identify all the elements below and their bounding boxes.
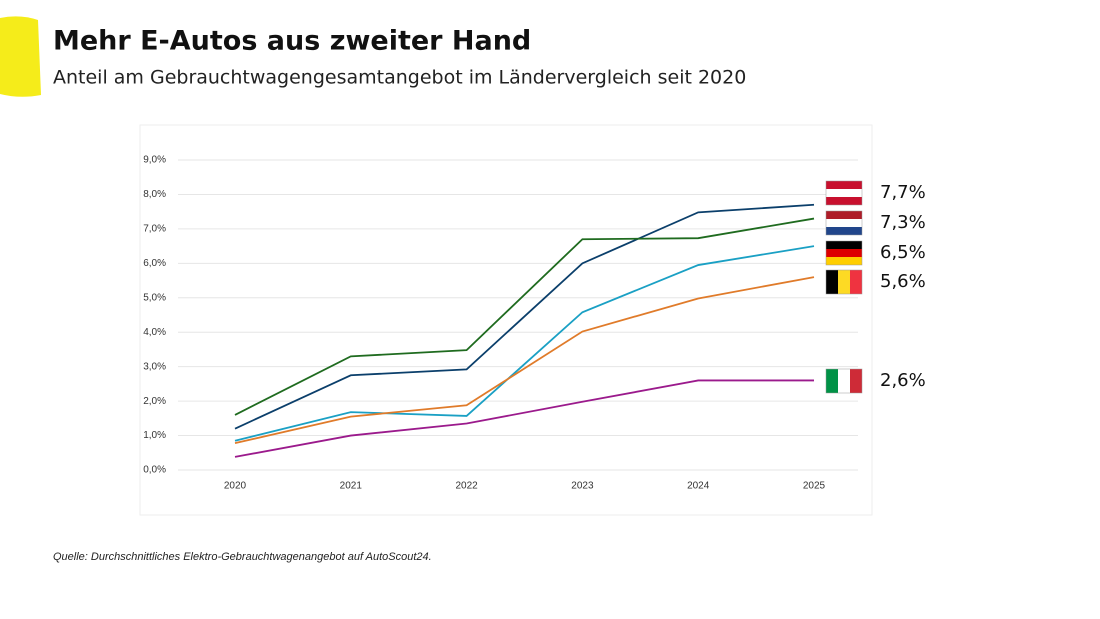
flag-stripe [838, 270, 850, 294]
flag-stripe [826, 270, 838, 294]
flag-stripe [826, 197, 862, 205]
flag-stripe [826, 257, 862, 265]
source-note: Quelle: Durchschnittliches Elektro-Gebra… [53, 551, 432, 563]
flag-stripe [826, 189, 862, 197]
x-tick-label: 2025 [803, 481, 826, 492]
flag-stripe [850, 270, 862, 294]
line-series [234, 276, 815, 445]
flag-border [825, 240, 863, 266]
y-tick-label: 9,0% [143, 155, 166, 166]
y-tick-label: 0,0% [143, 465, 166, 476]
flag-stripe [826, 241, 862, 249]
end-label: 7,7% [880, 182, 926, 203]
flag-stripe [838, 369, 850, 393]
flag-border [825, 180, 863, 206]
flag-stripe [826, 211, 862, 219]
flag-stripe [826, 369, 838, 393]
x-tick-label: 2022 [455, 481, 478, 492]
flag-stripe [826, 219, 862, 227]
flag-stripe [850, 369, 862, 393]
flag-border [825, 269, 863, 295]
y-tick-label: 1,0% [143, 430, 166, 441]
x-tick-label: 2023 [571, 481, 594, 492]
line-series [234, 245, 815, 442]
end-label: 6,5% [880, 242, 926, 263]
line-series [234, 217, 815, 416]
end-label: 5,6% [880, 271, 926, 292]
y-tick-label: 3,0% [143, 361, 166, 372]
line-series [234, 379, 814, 458]
flag-border [825, 210, 863, 236]
y-tick-label: 4,0% [143, 327, 166, 338]
flag-border [825, 368, 863, 394]
x-tick-label: 2021 [340, 481, 363, 492]
end-label: 7,3% [880, 212, 926, 233]
y-tick-label: 5,0% [143, 292, 166, 303]
y-tick-label: 8,0% [143, 189, 166, 200]
x-tick-label: 2020 [224, 481, 247, 492]
line-series [234, 203, 815, 430]
plot-frame [139, 124, 873, 516]
y-tick-label: 7,0% [143, 224, 166, 235]
chart-subtitle: Anteil am Gebrauchtwagengesamtangebot im… [53, 67, 746, 89]
chart-title: Mehr E-Autos aus zweiter Hand [53, 26, 531, 57]
accent-blob [0, 16, 41, 97]
flag-stripe [826, 249, 862, 257]
y-tick-label: 6,0% [143, 258, 166, 269]
end-label: 2,6% [880, 370, 926, 391]
y-tick-label: 2,0% [143, 396, 166, 407]
x-tick-label: 2024 [687, 481, 710, 492]
flag-stripe [826, 227, 862, 235]
flag-stripe [826, 181, 862, 189]
